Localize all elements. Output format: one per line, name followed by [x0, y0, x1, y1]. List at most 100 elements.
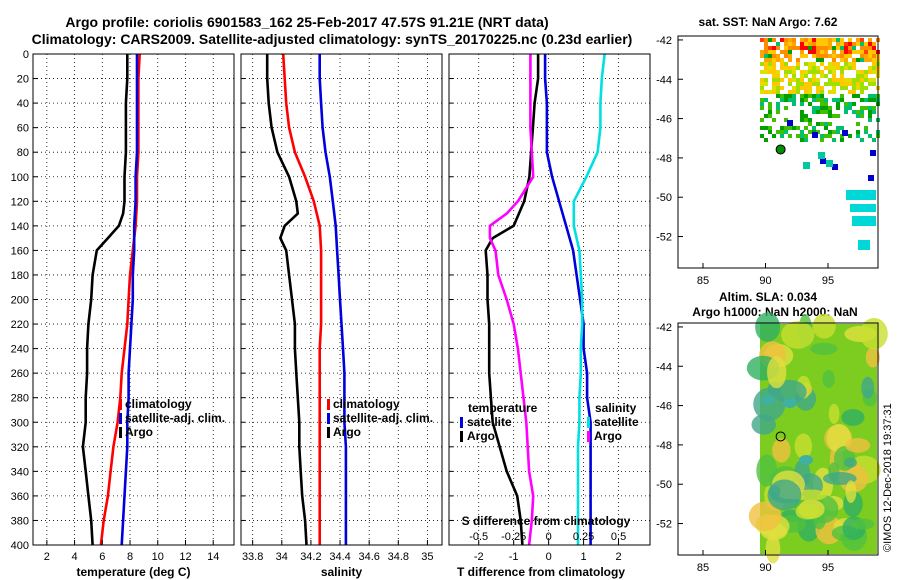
sst-cell	[768, 102, 772, 106]
sst-cell	[826, 160, 833, 167]
sst-cell	[812, 74, 816, 78]
lon-tick-label: 90	[759, 562, 771, 574]
sst-cell	[856, 122, 860, 126]
sst-cell	[788, 98, 792, 102]
sst-cell	[836, 102, 840, 106]
sst-cell	[768, 126, 772, 130]
sst-cell	[792, 42, 796, 46]
sst-cell	[772, 50, 776, 54]
sst-cell	[776, 102, 780, 106]
sst-cell	[776, 130, 780, 134]
sst-cell	[812, 70, 816, 74]
sst-cell	[840, 46, 844, 50]
sst-map-axes: -42 -44 -46 -48 -50 -52 85 90 95	[656, 35, 834, 287]
sst-cell	[800, 78, 804, 82]
x-tick-label: 0	[546, 551, 552, 563]
legend-swatch	[327, 399, 330, 410]
legend-label-2: Argo	[333, 425, 361, 439]
sst-cell	[816, 38, 820, 42]
sst-cell	[820, 42, 824, 46]
y-tick-label: 260	[11, 368, 29, 380]
sst-cell	[800, 98, 804, 102]
sst-cell	[780, 58, 784, 62]
sst-cell	[832, 82, 836, 86]
legend-label-t-satellite: satellite	[467, 415, 512, 429]
sst-cell	[768, 130, 772, 134]
sst-cell	[760, 98, 764, 102]
sla-patch	[845, 480, 857, 503]
sla-patch	[845, 438, 871, 453]
sst-cell	[860, 54, 864, 58]
legend-label-1: satellite-adj. clim.	[125, 411, 225, 425]
legend-swatch	[119, 399, 122, 410]
lon-tick-label: 95	[822, 562, 834, 574]
sla-map-subtitle: Argo h1000: NaN h2000: NaN	[692, 305, 857, 319]
sst-cell	[824, 98, 828, 102]
sst-cell	[864, 46, 868, 50]
sst-cell	[800, 46, 804, 50]
sst-cell	[768, 46, 772, 50]
sst-cell	[860, 78, 864, 82]
series-climatology	[99, 53, 141, 546]
sst-cell	[844, 50, 848, 54]
sst-cell	[872, 70, 876, 74]
sst-cell	[768, 106, 772, 110]
sst-cell	[828, 122, 832, 126]
sst-cell	[796, 58, 800, 62]
sst-cell	[784, 126, 788, 130]
sst-cell	[804, 126, 808, 130]
sst-cell	[868, 114, 872, 118]
sla-patch	[828, 403, 840, 424]
sst-cell	[788, 38, 792, 42]
y-tick-label: 240	[11, 344, 29, 356]
legend-label-2: Argo	[125, 425, 153, 439]
sst-cell	[840, 58, 844, 62]
sst-cell	[852, 50, 856, 54]
sst-cell	[844, 42, 848, 46]
sst-cell	[764, 38, 768, 42]
sst-cell	[860, 42, 864, 46]
legend-swatch	[119, 427, 122, 438]
sst-cell	[848, 66, 852, 70]
x-tick-label: 4	[72, 551, 78, 563]
sst-cell	[800, 70, 804, 74]
sst-cell	[864, 78, 868, 82]
sla-map-axes: -42 -44 -46 -48 -50 -52 85 90 95	[656, 322, 834, 574]
sst-cell	[776, 94, 780, 98]
sst-cell	[800, 134, 804, 138]
sst-cell	[804, 70, 808, 74]
series-t-satellite	[543, 54, 592, 545]
sst-cell	[772, 74, 776, 78]
sst-cell	[760, 126, 764, 130]
x-tick-label: 2	[44, 551, 50, 563]
sst-cell	[832, 66, 836, 70]
sst-cell	[812, 62, 816, 66]
sst-cell	[840, 70, 844, 74]
imos-watermark: ©IMOS 12-Dec-2018 19:37:31	[882, 403, 894, 552]
sst-cell	[828, 62, 832, 66]
y-tick-label: 0	[23, 49, 29, 61]
x-axis-label: T difference from climatology	[457, 565, 625, 579]
sst-cell	[832, 70, 836, 74]
sst-cell	[764, 66, 768, 70]
argo-float-marker	[775, 144, 786, 155]
sst-cell	[844, 66, 848, 70]
y-tick-label: 220	[11, 319, 29, 331]
sst-cell	[820, 110, 824, 114]
sst-cell	[848, 102, 852, 106]
sst-cell	[772, 66, 776, 70]
sst-cell	[868, 118, 872, 122]
sst-cell	[803, 162, 810, 169]
sst-cell	[872, 78, 876, 82]
y-tick-label: 160	[11, 245, 29, 257]
sst-cell	[818, 152, 825, 159]
sla-patch	[812, 313, 836, 339]
sst-cell	[848, 106, 852, 110]
sst-cell	[836, 46, 840, 50]
sst-cell	[820, 86, 824, 90]
legend-title-temperature: temperature	[468, 401, 538, 415]
sla-patch	[765, 534, 781, 564]
sst-cell	[768, 54, 772, 58]
sst-cell	[824, 122, 828, 126]
